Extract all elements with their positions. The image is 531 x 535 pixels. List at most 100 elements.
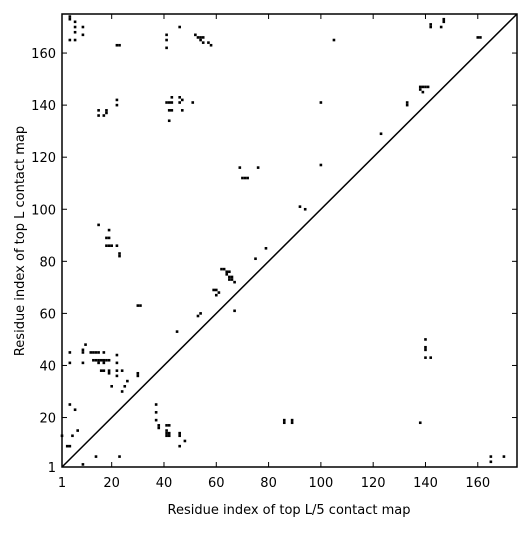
contact [68,17,72,21]
contact [418,85,422,89]
contact [65,444,69,448]
contact [319,101,323,104]
y-tick-label: 80 [39,255,56,270]
contact [115,43,119,47]
contact [120,369,124,372]
contact [178,25,181,29]
contact [426,85,430,89]
contact [81,463,85,466]
contact [81,351,85,354]
contact [489,460,493,464]
contact [228,275,231,279]
contact [442,20,446,24]
y-tick-label: 120 [31,151,56,166]
contact [298,205,302,208]
contact [102,361,106,365]
contact [167,434,171,438]
contact [199,312,202,315]
contact [264,247,268,250]
contact [136,371,140,375]
contact [282,421,286,425]
contact [429,25,433,29]
contact [241,176,244,180]
contact [123,384,127,388]
contact [196,36,200,39]
contact [246,176,249,180]
contact [102,369,106,372]
y-tick-label: 100 [31,203,56,218]
contact [282,418,286,422]
contact [118,254,121,258]
contact [118,43,121,47]
contact [84,343,87,346]
contact [199,38,202,42]
contact [165,38,168,42]
contact [165,33,168,37]
contact [73,30,77,34]
contact [102,358,106,362]
contact [167,109,171,112]
contact [97,114,100,117]
contact [502,455,506,458]
y-tick-label: 140 [31,99,56,114]
contact [201,41,205,44]
contact [115,103,119,107]
contact [105,111,108,115]
contact [97,358,100,362]
contact [225,273,229,276]
contact [405,103,409,107]
contact [303,207,307,211]
contact [424,85,427,89]
contact [115,374,119,378]
contact [92,358,95,362]
contact [105,244,108,248]
contact [154,411,158,414]
contact [89,351,93,354]
contact [254,257,257,261]
contact [94,455,98,458]
contact [165,429,168,432]
contact [107,358,111,362]
x-tick-label: 20 [103,476,120,491]
x-tick-label: 1 [58,476,66,491]
contact [421,90,425,94]
contact [442,17,446,21]
contact [207,41,210,44]
x-tick-label: 80 [260,476,277,491]
contact [220,267,223,271]
contact [178,101,181,104]
contact [209,43,213,47]
contact [157,426,161,430]
contact [107,369,111,372]
contact [424,356,427,359]
contact [94,351,98,354]
contact [225,270,229,274]
contact [429,356,433,359]
contact [405,101,409,104]
contact [107,371,111,375]
contact [167,101,171,104]
contact [319,163,323,167]
contact [418,88,422,91]
contact [68,403,72,406]
contact [115,361,119,365]
contact [170,109,174,112]
contact [175,330,179,333]
contact [81,33,85,37]
contact [154,418,158,422]
contact [418,421,422,425]
contact [178,96,181,99]
contact [214,288,218,292]
x-tick-label: 60 [208,476,225,491]
contact [230,275,234,279]
contact [165,434,168,438]
contact [429,23,433,26]
y-tick-label: 20 [39,412,56,427]
contact [71,434,74,438]
contact [180,109,184,112]
contact [76,429,79,432]
contact [105,236,108,240]
x-tick-label: 140 [413,476,438,491]
y-tick-label: 160 [31,47,56,62]
contact [230,278,234,281]
